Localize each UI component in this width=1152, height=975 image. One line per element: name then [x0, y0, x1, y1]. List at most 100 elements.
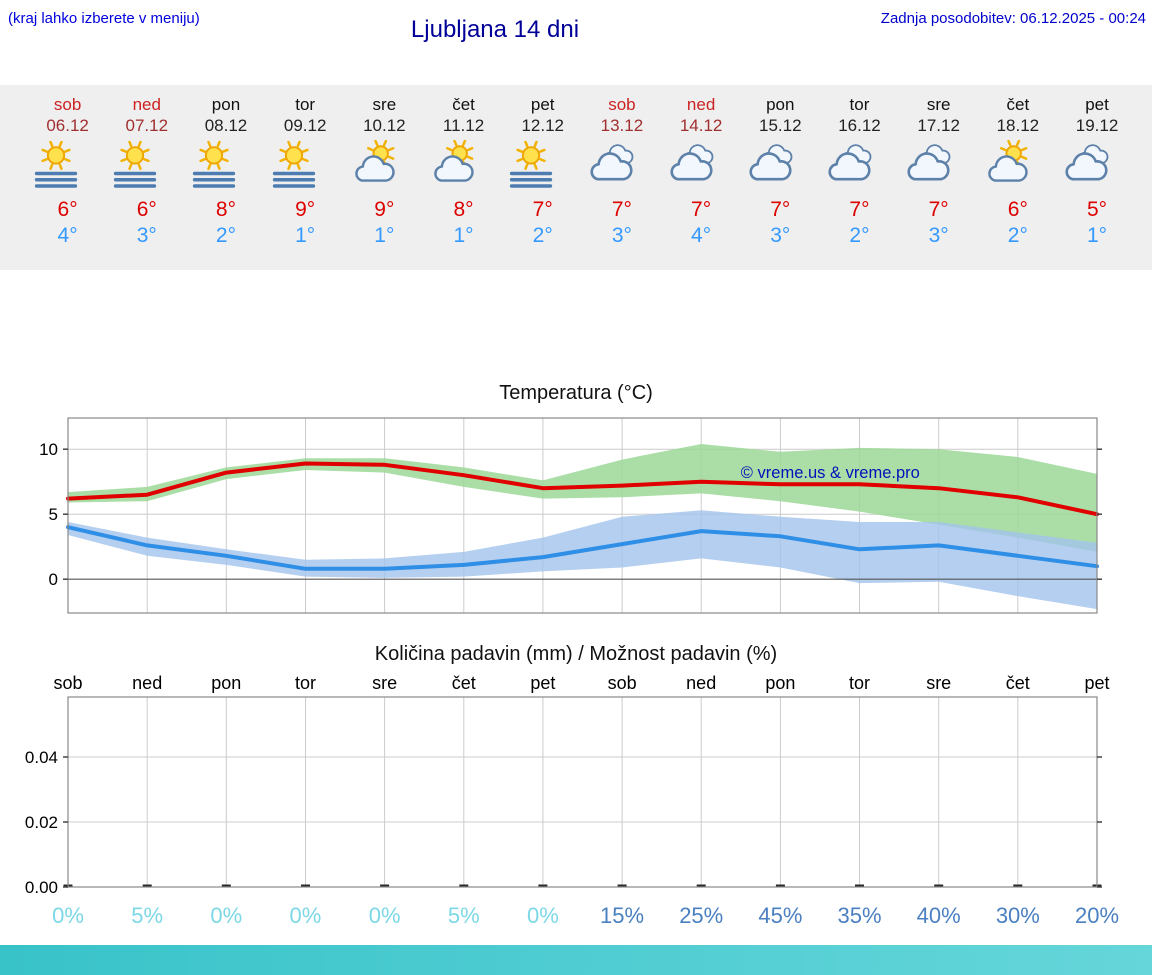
- svg-text:5: 5: [49, 505, 58, 524]
- high-temp: 7°: [691, 198, 712, 221]
- header: (kraj lahko izberete v meniju) Ljubljana…: [0, 0, 1152, 85]
- sun-fog-icon: [107, 140, 186, 194]
- cloud-icon: [1057, 140, 1136, 194]
- day-name: sob: [608, 95, 636, 114]
- high-temp: 9°: [295, 198, 316, 221]
- forecast-day-column[interactable]: sre 17.12 7° 3°: [899, 85, 978, 270]
- svg-text:pon: pon: [211, 673, 241, 693]
- forecast-day-column[interactable]: sre 10.12 9° 1°: [345, 85, 424, 270]
- page-title: Ljubljana 14 dni: [410, 16, 580, 43]
- svg-text:0.00: 0.00: [25, 878, 58, 895]
- cloud-icon: [899, 140, 978, 194]
- forecast-day-column[interactable]: čet 18.12 6° 2°: [978, 85, 1057, 270]
- day-name: čet: [1006, 95, 1030, 114]
- svg-text:0.04: 0.04: [25, 748, 58, 767]
- svg-text:pon: pon: [765, 673, 795, 693]
- low-temp: 2°: [1007, 224, 1028, 247]
- precip-probability: 25%: [679, 903, 724, 928]
- precip-probability: 0%: [210, 903, 243, 928]
- precip-probability: 30%: [995, 903, 1040, 928]
- day-name: ned: [132, 95, 161, 114]
- high-temp: 6°: [136, 198, 157, 221]
- high-temp: 5°: [1086, 198, 1108, 221]
- day-date: 08.12: [204, 116, 248, 135]
- cloud-icon: [662, 140, 741, 194]
- day-date: 19.12: [1075, 116, 1119, 135]
- temperature-chart-title: Temperatura (°C): [499, 382, 653, 404]
- precip-probability: 0%: [52, 903, 84, 928]
- day-name: sre: [372, 95, 397, 114]
- day-name: ned: [686, 95, 716, 114]
- day-name: pon: [211, 95, 241, 114]
- cloud-icon: [820, 140, 899, 194]
- day-name: čet: [452, 95, 475, 114]
- high-temp: 7°: [770, 198, 791, 221]
- day-date: 10.12: [363, 116, 406, 135]
- day-date: 09.12: [283, 116, 327, 135]
- high-temp: 6°: [57, 198, 78, 221]
- cloud-icon: [582, 140, 661, 194]
- day-date: 15.12: [759, 116, 802, 135]
- sun-fog-icon: [503, 140, 582, 194]
- sun-fog-icon: [28, 140, 107, 194]
- sun-cloud-icon: [978, 140, 1057, 194]
- forecast-day-column[interactable]: čet 11.12 8° 1°: [424, 85, 503, 270]
- footer-bar: [0, 945, 1152, 975]
- svg-text:pet: pet: [1084, 673, 1109, 693]
- svg-text:sob: sob: [608, 673, 637, 693]
- day-name: pon: [766, 95, 795, 114]
- svg-text:0.02: 0.02: [25, 813, 58, 832]
- forecast-day-column[interactable]: sob 13.12 7° 3°: [582, 85, 661, 270]
- forecast-day-column[interactable]: pon 15.12 7° 3°: [741, 85, 820, 270]
- forecast-day-column[interactable]: ned 14.12 7° 4°: [662, 85, 741, 270]
- cloud-icon: [741, 140, 820, 194]
- svg-text:ned: ned: [132, 673, 162, 693]
- day-name: sre: [926, 95, 951, 114]
- temperature-chart: 0 5 10 © vreme.us & vreme.pro: [0, 410, 1152, 625]
- sun-fog-icon: [186, 140, 265, 194]
- forecast-day-column[interactable]: sob 06.12 6° 4°: [28, 85, 107, 270]
- day-date: 06.12: [46, 116, 89, 135]
- day-date: 17.12: [917, 116, 960, 135]
- precip-probability: 0%: [289, 903, 322, 928]
- day-date: 11.12: [442, 116, 485, 135]
- low-temp: 3°: [928, 224, 949, 247]
- precip-probability: 35%: [837, 903, 882, 928]
- precip-probability: 45%: [758, 903, 803, 928]
- forecast-day-column[interactable]: pon 08.12 8° 2°: [186, 85, 265, 270]
- day-name: tor: [295, 95, 316, 114]
- sun-cloud-icon: [345, 140, 424, 194]
- forecast-day-column[interactable]: ned 07.12 6° 3°: [107, 85, 186, 270]
- high-temp: 7°: [532, 198, 553, 221]
- forecast-day-column[interactable]: pet 19.12 5° 1°: [1057, 85, 1136, 270]
- low-temp: 2°: [532, 224, 553, 247]
- low-temp: 3°: [770, 224, 791, 247]
- day-name: pet: [1085, 95, 1109, 114]
- high-temp: 7°: [928, 198, 949, 221]
- day-name: pet: [530, 95, 555, 114]
- precip-probability-row: 0% 5% 0% 0% 0% 5% 0% 15% 25% 45% 35% 40% 30% 20%: [0, 903, 1152, 937]
- precip-probability: 0%: [527, 903, 559, 928]
- low-temp: 4°: [691, 224, 712, 247]
- forecast-day-column[interactable]: tor 09.12 9° 1°: [266, 85, 345, 270]
- menu-hint: (kraj lahko izberete v meniju): [8, 10, 200, 27]
- day-date: 16.12: [838, 116, 881, 135]
- svg-text:0: 0: [49, 570, 58, 589]
- low-temp: 3°: [611, 224, 632, 247]
- low-temp: 2°: [215, 224, 236, 247]
- forecast-strip: sob 06.12 6° 4° ned 07.12 6° 3° pon 08.1…: [0, 85, 1152, 270]
- svg-text:čet: čet: [452, 673, 476, 693]
- precip-probability: 40%: [916, 903, 961, 928]
- high-temp: 8°: [215, 198, 236, 221]
- svg-text:sre: sre: [372, 673, 397, 693]
- forecast-day-column[interactable]: tor 16.12 7° 2°: [820, 85, 899, 270]
- svg-text:tor: tor: [849, 673, 870, 693]
- precip-chart: sob ned pon tor sre čet pet sob ned pon tor sre čet p…: [0, 671, 1152, 895]
- low-temp: 4°: [57, 224, 78, 247]
- svg-text:tor: tor: [295, 673, 316, 693]
- forecast-day-column[interactable]: pet 12.12 7° 2°: [503, 85, 582, 270]
- svg-text:ned: ned: [686, 673, 716, 693]
- precip-chart-title: Količina padavin (mm) / Možnost padavin …: [374, 643, 778, 665]
- day-date: 14.12: [679, 116, 723, 135]
